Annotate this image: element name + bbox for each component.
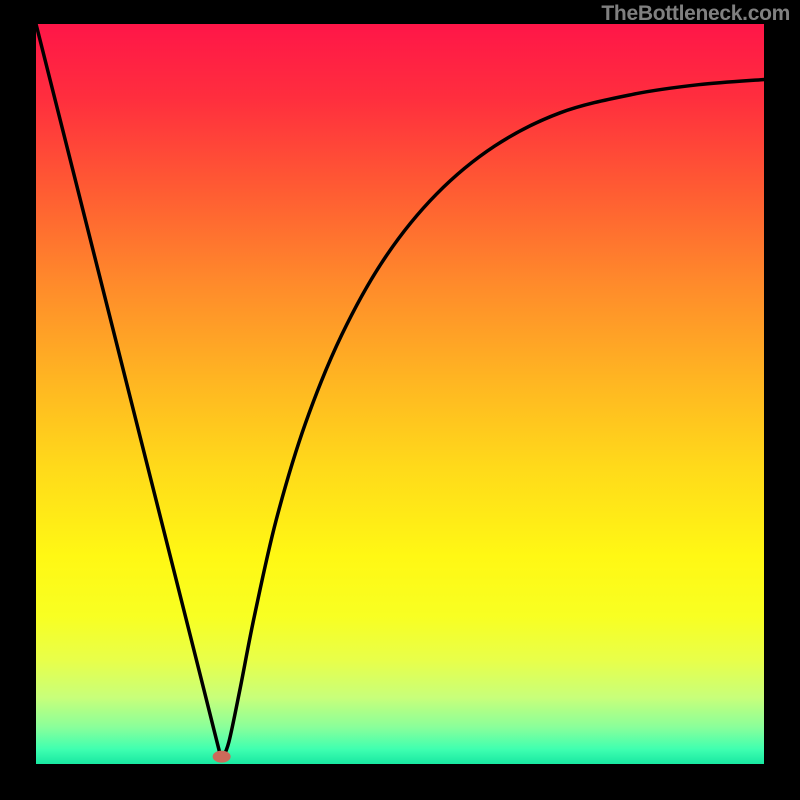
watermark-text: TheBottleneck.com [601,2,790,26]
plot-area [36,24,764,764]
chart-container: TheBottleneck.com [0,0,800,800]
optimal-point-marker [213,751,231,763]
bottleneck-chart [0,0,800,800]
